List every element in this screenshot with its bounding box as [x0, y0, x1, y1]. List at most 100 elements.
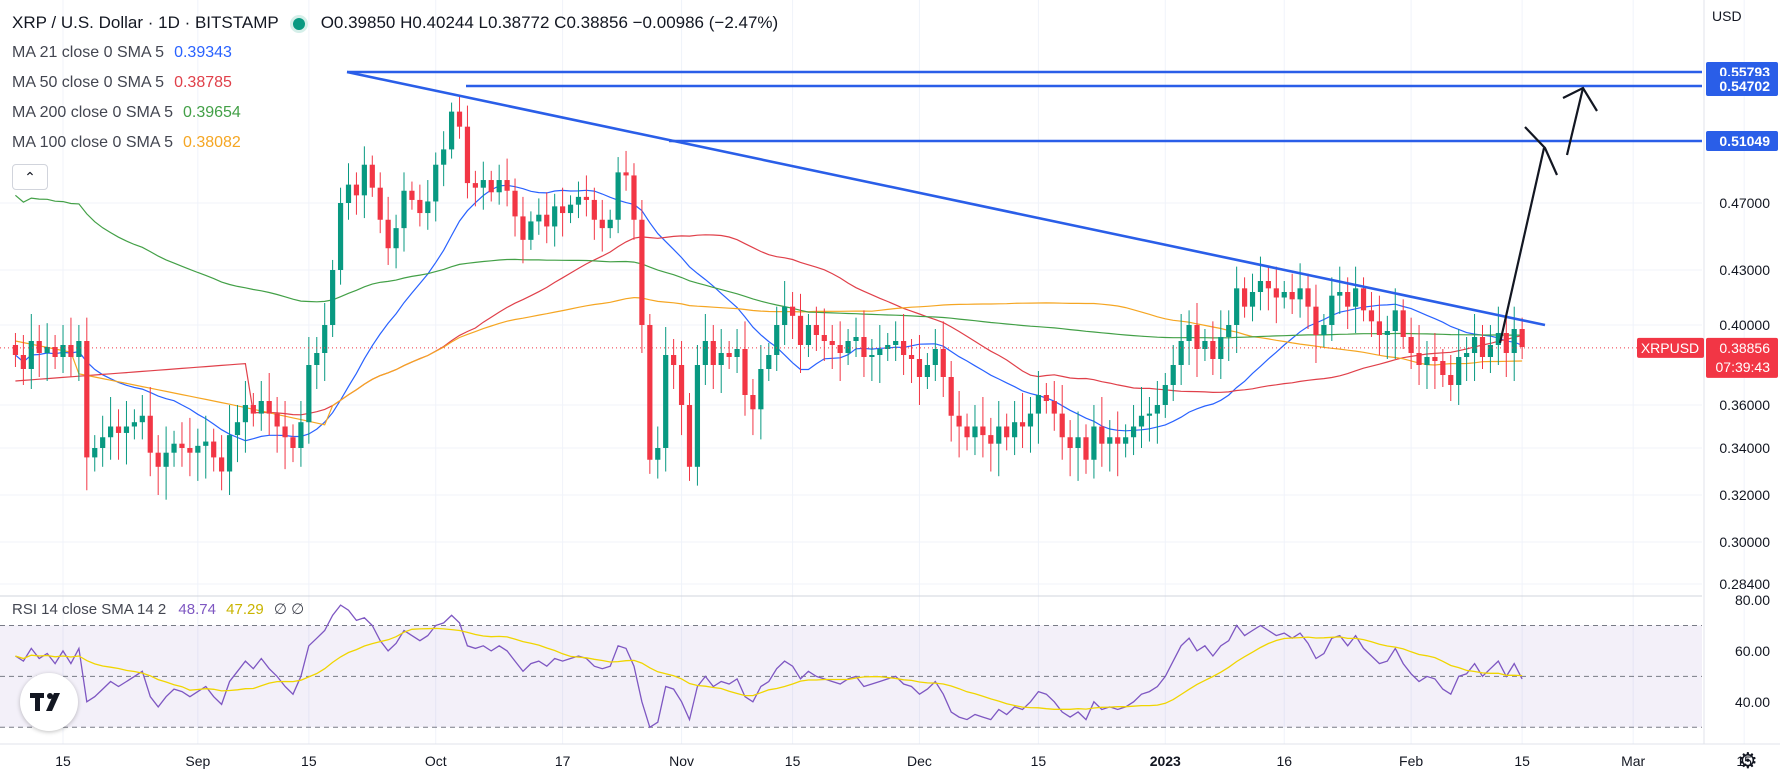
candle-body — [1004, 426, 1010, 438]
rsi-value: 48.74 — [178, 601, 216, 618]
candle-body — [591, 199, 597, 220]
candle-body — [1487, 345, 1494, 357]
ma-value: 0.38082 — [182, 134, 241, 151]
time-tick-label: 2023 — [1150, 753, 1181, 769]
price-axis: 0.47000 0.43000 0.40000 0.36000 0.34000 0.320… — [1637, 62, 1778, 710]
ma100-row[interactable]: MA 100 close 0 SMA 5 0.38082 — [12, 128, 778, 158]
candle-body — [647, 325, 653, 460]
candle-body — [115, 426, 122, 433]
candle-body — [813, 325, 819, 335]
time-tick-label: 15 — [301, 753, 317, 769]
candle-body — [1424, 357, 1430, 365]
candle-body — [599, 219, 605, 229]
candle-body — [1360, 288, 1367, 311]
candle-body — [726, 353, 732, 357]
candle-body — [401, 190, 407, 229]
candle-body — [1313, 306, 1319, 335]
moving-average-lines — [15, 184, 1523, 442]
grid — [0, 0, 1780, 745]
symbol-title[interactable]: XRP / U.S. Dollar · 1D · BITSTAMP — [12, 13, 279, 32]
candle-body — [655, 448, 661, 460]
candle-body — [1329, 295, 1335, 325]
candle-body — [234, 422, 241, 436]
rsi-sma-line — [15, 627, 1523, 710]
price-tick-label: 0.34000 — [1719, 440, 1770, 456]
candle-body — [996, 426, 1002, 444]
candle-body — [964, 426, 970, 438]
settings-gear-icon[interactable]: ⚙ — [1738, 748, 1758, 773]
candle-body — [861, 337, 867, 357]
candle-body — [1479, 337, 1486, 357]
candle-body — [1075, 437, 1081, 448]
candle-body — [433, 164, 439, 202]
rsi-tick-label: 80.00 — [1735, 592, 1770, 608]
candle-body — [353, 184, 360, 196]
candle-body — [1170, 365, 1176, 385]
candle-body — [20, 355, 26, 369]
candle-body — [1019, 422, 1026, 427]
time-tick-label: 17 — [555, 753, 571, 769]
ma50-row[interactable]: MA 50 close 0 SMA 5 0.38785 — [12, 68, 778, 98]
candle-body — [306, 365, 312, 423]
candle-body — [583, 196, 589, 200]
candle-body — [266, 401, 272, 414]
candle-body — [607, 219, 613, 229]
candle-body — [758, 369, 764, 410]
level-price-label: 0.51049 — [1719, 133, 1770, 149]
candle-body — [12, 345, 19, 355]
candle-body — [1146, 413, 1153, 416]
candle-body — [1408, 337, 1414, 353]
ma-label: MA 100 close 0 SMA 5 — [12, 134, 173, 151]
candle-body — [1265, 281, 1271, 289]
candle-body — [1337, 292, 1343, 296]
candle-body — [448, 111, 455, 150]
projection-arrow — [1565, 87, 1585, 156]
candle-body — [1384, 331, 1390, 335]
candle-body — [1305, 288, 1311, 307]
candle-body — [504, 180, 510, 191]
ma-label: MA 21 close 0 SMA 5 — [12, 44, 165, 61]
last-price-label: 0.38856 — [1719, 340, 1770, 356]
candle-body — [1138, 415, 1145, 427]
candle-body — [512, 190, 518, 217]
candle-body — [1281, 292, 1287, 298]
candle-body — [671, 355, 677, 365]
candle-body — [92, 448, 98, 458]
candle-body — [1321, 325, 1327, 335]
candle-body — [60, 345, 66, 357]
candle-body — [710, 341, 716, 365]
candle-body — [472, 183, 478, 188]
tradingview-logo-icon[interactable] — [20, 673, 78, 731]
candle-body — [1107, 437, 1113, 444]
ma200-row[interactable]: MA 200 close 0 SMA 5 0.39654 — [12, 98, 778, 128]
price-tick-label: 0.36000 — [1719, 397, 1770, 413]
time-tick-label: Oct — [425, 753, 447, 769]
level-price-badge — [1706, 131, 1778, 151]
time-tick-label: 16 — [1276, 753, 1292, 769]
collapse-legend-button[interactable]: ⌃ — [12, 164, 48, 190]
candle-body — [147, 415, 153, 453]
time-tick-label: Sep — [185, 753, 210, 769]
symbol-row: XRP / U.S. Dollar · 1D · BITSTAMP O0.3985… — [12, 8, 778, 38]
candle-body — [1035, 395, 1042, 414]
candle-body — [1123, 437, 1129, 444]
candle-body — [84, 341, 90, 458]
candle-body — [552, 206, 558, 227]
candle-body — [1130, 426, 1137, 438]
ma21-row[interactable]: MA 21 close 0 SMA 5 0.39343 — [12, 38, 778, 68]
currency-selector[interactable]: USD — [1712, 8, 1742, 24]
candle-body — [298, 422, 304, 448]
candle-body — [385, 219, 391, 249]
candle-body — [108, 426, 114, 438]
candle-body — [821, 335, 827, 341]
candle-body — [948, 377, 954, 416]
candle-body — [250, 405, 256, 414]
indicator-legend: XRP / U.S. Dollar · 1D · BITSTAMP O0.3985… — [12, 8, 778, 190]
candle-body — [560, 206, 566, 214]
rsi-legend[interactable]: RSI 14 close SMA 14 2 48.74 47.29 ∅ ∅ — [12, 600, 304, 618]
candle-body — [631, 175, 637, 220]
time-tick-label: 15 — [785, 753, 801, 769]
candle-body — [203, 441, 209, 446]
trendline-drawings — [0, 70, 1702, 349]
